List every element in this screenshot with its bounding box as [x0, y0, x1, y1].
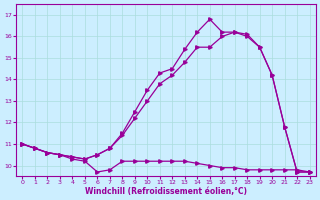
- X-axis label: Windchill (Refroidissement éolien,°C): Windchill (Refroidissement éolien,°C): [85, 187, 247, 196]
